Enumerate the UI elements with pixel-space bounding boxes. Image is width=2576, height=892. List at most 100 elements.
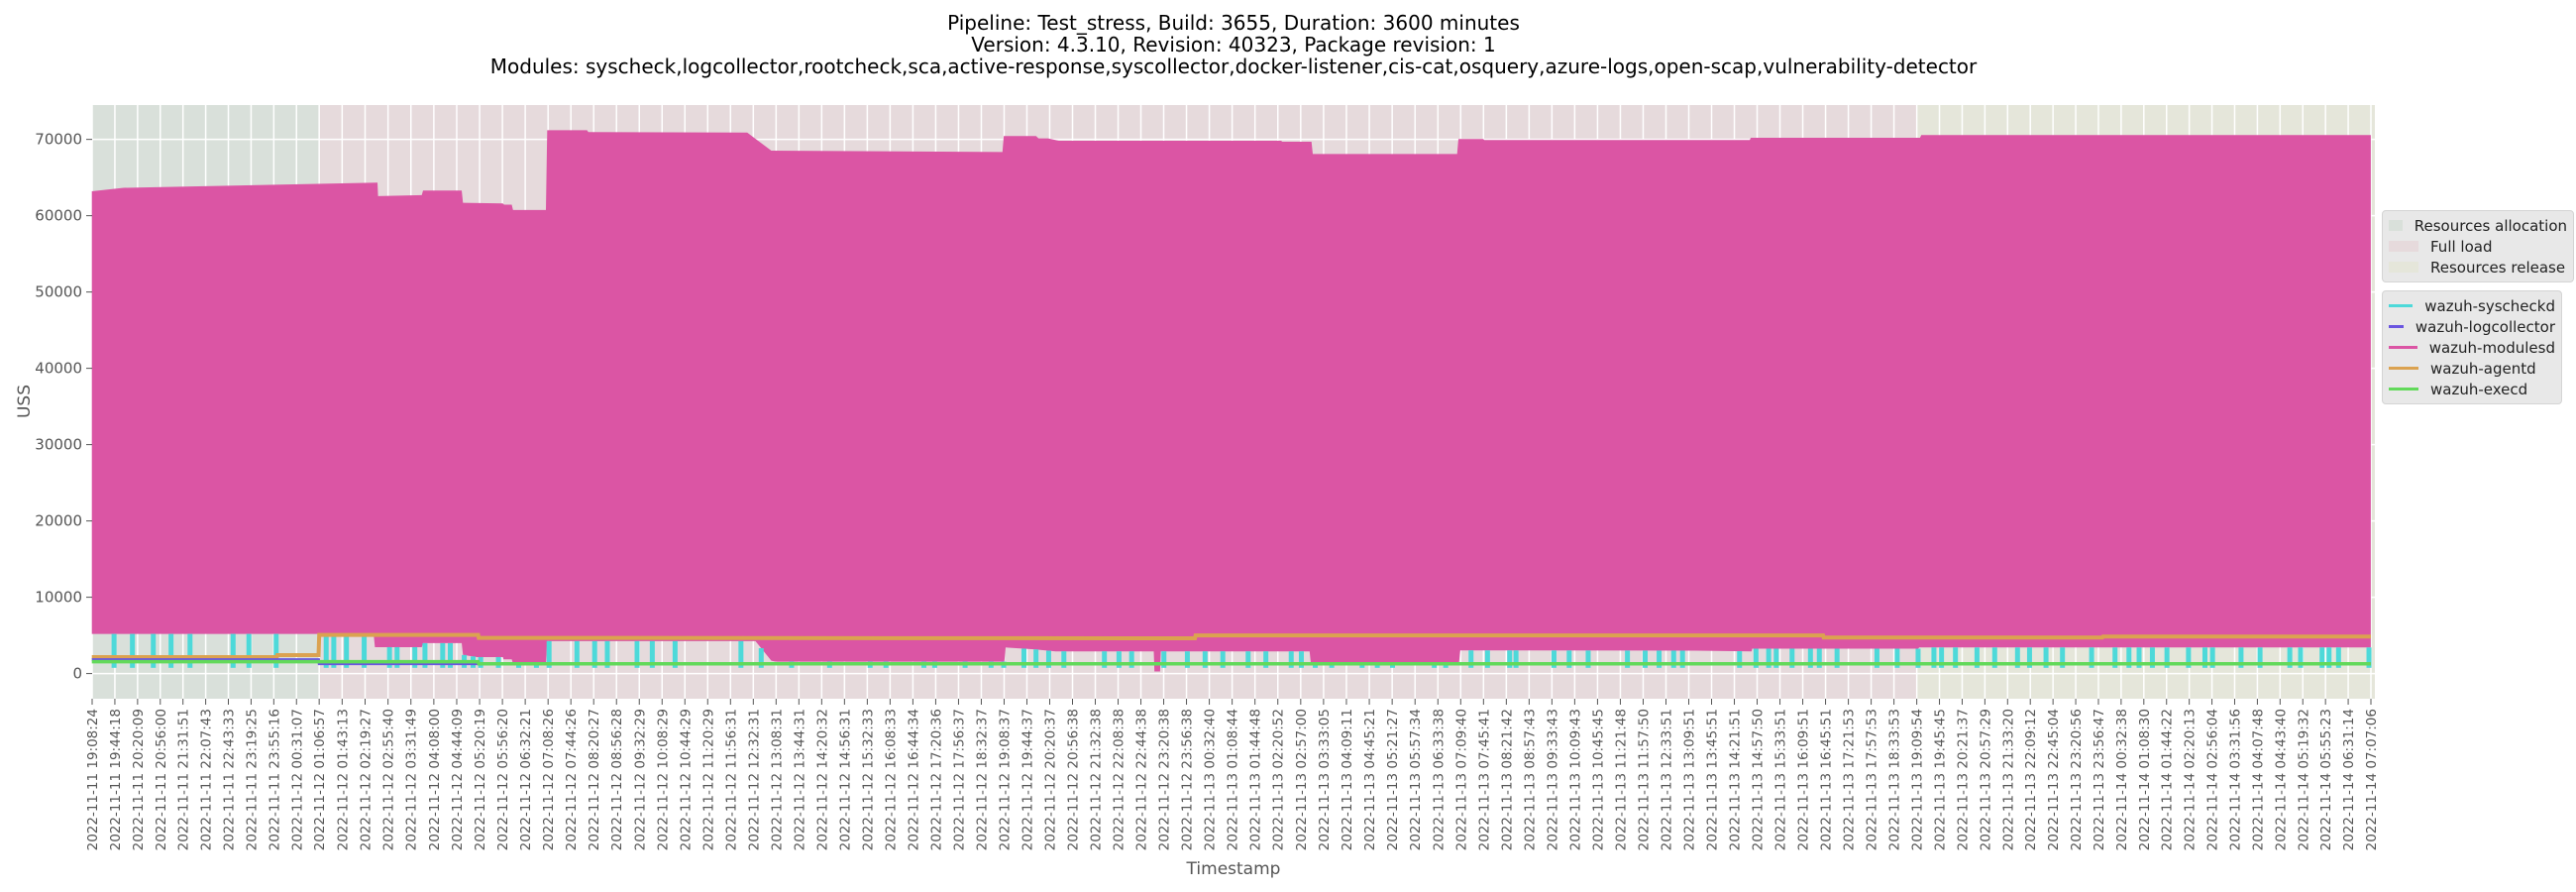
series-wazuh-syscheckd-dip (1657, 650, 1663, 668)
legend-line (2389, 367, 2418, 370)
x-tick-label: 2022-11-11 23:55:16 (267, 709, 282, 850)
y-tick-label: 60000 (35, 207, 82, 225)
series-wazuh-syscheckd-dip (422, 642, 428, 668)
series-wazuh-syscheckd-dip (649, 640, 655, 668)
x-tick-label: 2022-11-12 14:56:31 (837, 709, 853, 850)
series-wazuh-syscheckd-dip (1033, 649, 1039, 668)
series-wazuh-syscheckd-dip (2060, 647, 2066, 668)
series-wazuh-syscheckd-dip (362, 634, 368, 668)
x-tick-label: 2022-11-12 22:08:38 (1112, 709, 1127, 850)
x-tick-label: 2022-11-12 08:56:28 (609, 709, 625, 850)
series-wazuh-syscheckd-dip (2149, 647, 2155, 668)
legend-item-logcollector: wazuh-logcollector (2389, 316, 2555, 337)
series-wazuh-syscheckd-dip (1915, 648, 1921, 668)
series-wazuh-syscheckd-dip (1625, 650, 1631, 668)
legend-swatch (2389, 220, 2403, 231)
x-tick-label: 2022-11-13 09:33:43 (1545, 709, 1560, 850)
legend-item-agentd: wazuh-agentd (2389, 358, 2555, 379)
legend-swatch (2389, 262, 2418, 273)
x-tick-label: 2022-11-12 17:20:36 (928, 709, 944, 850)
series-wazuh-syscheckd-dip (2043, 647, 2049, 668)
series-wazuh-syscheckd-dip (1670, 650, 1676, 668)
x-tick-label: 2022-11-14 07:07:06 (2364, 709, 2380, 850)
series-wazuh-execd-line (91, 659, 2371, 666)
series-wazuh-syscheckd-dip (1807, 648, 1813, 668)
x-tick-label: 2022-11-12 08:20:27 (587, 709, 602, 850)
y-axis-label: USS (15, 385, 35, 418)
legend-line (2389, 304, 2414, 307)
series-wazuh-syscheckd-dip (2287, 647, 2293, 668)
x-tick-label: 2022-11-13 17:57:53 (1865, 709, 1880, 850)
series-wazuh-syscheckd-dip (2089, 647, 2094, 668)
x-tick-label: 2022-11-12 16:08:33 (883, 709, 899, 850)
series-wazuh-syscheckd-dip (738, 640, 744, 668)
x-tick-label: 2022-11-12 14:20:32 (814, 709, 830, 850)
series-wazuh-syscheckd-dip (1551, 650, 1556, 668)
series-wazuh-syscheckd-dip (1816, 648, 1822, 668)
x-tick-label: 2022-11-13 19:09:54 (1910, 709, 1926, 850)
x-tick-label: 2022-11-13 10:09:43 (1567, 709, 1583, 850)
x-tick-label: 2022-11-12 00:31:07 (289, 709, 305, 850)
x-tick-label: 2022-11-12 10:44:29 (678, 709, 694, 850)
series-wazuh-syscheckd-dip (1045, 650, 1051, 668)
x-tick-label: 2022-11-13 12:33:51 (1660, 709, 1675, 850)
legend-item-modulesd: wazuh-modulesd (2389, 337, 2555, 358)
series-wazuh-syscheckd-dip (1161, 651, 1167, 668)
x-tick-label: 2022-11-13 22:45:04 (2046, 709, 2062, 850)
x-tick-label: 2022-11-13 13:09:51 (1682, 709, 1698, 850)
series-wazuh-syscheckd-dip (1753, 648, 1759, 668)
x-tick-label: 2022-11-11 21:31:51 (176, 709, 192, 850)
series-wazuh-syscheckd-dip (1939, 647, 1945, 668)
x-tick-label: 2022-11-12 06:32:21 (518, 709, 534, 850)
series-wazuh-syscheckd-dip (1102, 651, 1108, 668)
series-wazuh-syscheckd-dip (2326, 647, 2332, 668)
x-tick-label: 2022-11-13 07:09:40 (1453, 709, 1469, 850)
legend-label: Resources release (2430, 258, 2566, 277)
x-tick-label: 2022-11-13 15:33:51 (1773, 709, 1789, 850)
x-tick-label: 2022-11-12 04:08:00 (427, 709, 443, 850)
series-wazuh-syscheckd-dip (344, 634, 350, 668)
legend-item-execd: wazuh-execd (2389, 379, 2555, 399)
x-tick-label: 2022-11-14 01:08:30 (2137, 709, 2153, 850)
x-tick-label: 2022-11-13 14:21:51 (1728, 709, 1744, 850)
series-wazuh-syscheckd-dip (394, 646, 400, 668)
legend-label: wazuh-syscheckd (2424, 296, 2555, 315)
legend-item-full-load: Full load (2389, 236, 2567, 257)
series-wazuh-syscheckd-dip (2014, 647, 2020, 668)
series-wazuh-syscheckd-dip (1643, 650, 1649, 668)
series-wazuh-syscheckd-dip (591, 640, 597, 668)
x-tick-label: 2022-11-12 15:32:33 (860, 709, 876, 850)
legend-item-resources-allocation: Resources allocation (2389, 215, 2567, 236)
x-tick-label: 2022-11-13 20:21:37 (1955, 709, 1971, 850)
x-tick-label: 2022-11-13 04:45:21 (1362, 709, 1378, 850)
series-wazuh-syscheckd-dip (151, 633, 157, 668)
series-wazuh-syscheckd-dip (546, 640, 552, 668)
series-wazuh-syscheckd-dip (1245, 651, 1251, 668)
x-tick-label: 2022-11-12 16:44:34 (906, 709, 921, 850)
series-wazuh-syscheckd-dip (1116, 651, 1122, 668)
x-tick-label: 2022-11-14 05:19:32 (2296, 709, 2311, 850)
series-wazuh-syscheckd-dip (1468, 650, 1474, 668)
x-tick-label: 2022-11-12 05:56:20 (495, 709, 511, 850)
series-wazuh-syscheckd-dip (1991, 647, 1997, 668)
legend-line (2389, 388, 2418, 390)
series-wazuh-syscheckd-dip (1789, 648, 1795, 668)
series-wazuh-syscheckd-dip (2164, 647, 2170, 668)
x-tick-label: 2022-11-14 04:43:40 (2273, 709, 2289, 850)
x-tick-label: 2022-11-12 23:20:38 (1157, 709, 1173, 850)
x-tick-label: 2022-11-12 20:56:38 (1066, 709, 1082, 850)
series-wazuh-syscheckd-dip (1953, 647, 1959, 668)
series-wazuh-syscheckd-dip (440, 642, 446, 668)
x-tick-label: 2022-11-13 05:21:27 (1385, 709, 1401, 850)
legend-label: wazuh-logcollector (2415, 317, 2555, 336)
legend-label: Full load (2430, 237, 2493, 256)
x-tick-label: 2022-11-13 08:57:43 (1522, 709, 1538, 850)
series-wazuh-syscheckd-dip (1513, 650, 1519, 668)
x-tick-label: 2022-11-12 02:55:40 (381, 709, 397, 850)
x-tick-label: 2022-11-12 13:44:31 (792, 709, 807, 850)
legend-line (2389, 325, 2404, 328)
x-tick-label: 2022-11-11 20:20:09 (131, 709, 147, 850)
series-wazuh-syscheckd-dip (1894, 648, 1900, 668)
legend-item-resources-release: Resources release (2389, 257, 2567, 278)
x-tick-label: 2022-11-12 19:08:37 (997, 709, 1013, 850)
